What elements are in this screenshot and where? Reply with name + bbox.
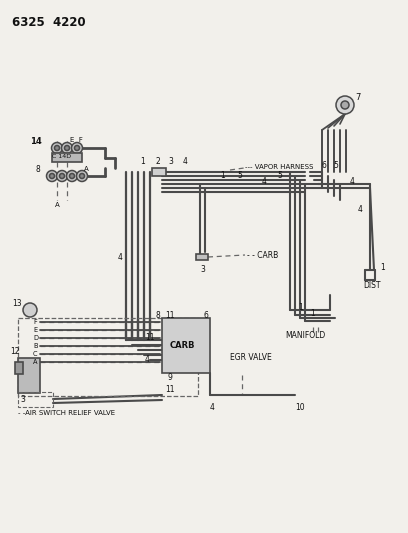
Text: B: B — [33, 343, 38, 349]
Text: 6325  4220: 6325 4220 — [12, 15, 86, 28]
Text: 11: 11 — [145, 334, 155, 343]
Text: 4: 4 — [262, 177, 267, 187]
Text: 6: 6 — [204, 311, 209, 319]
Circle shape — [67, 171, 78, 182]
Text: 4: 4 — [118, 254, 123, 262]
Text: - -AIR SWITCH RELIEF VALVE: - -AIR SWITCH RELIEF VALVE — [18, 410, 115, 416]
Text: 5: 5 — [237, 171, 242, 180]
Text: 5: 5 — [333, 160, 338, 169]
Circle shape — [60, 174, 64, 179]
Bar — [18, 392, 53, 407]
Text: 4: 4 — [350, 177, 355, 187]
Circle shape — [75, 146, 80, 150]
Text: 14: 14 — [30, 138, 42, 147]
Bar — [162, 318, 210, 373]
Text: --- VAPOR HARNESS: --- VAPOR HARNESS — [245, 164, 313, 170]
Text: 4: 4 — [210, 403, 215, 413]
Text: 11: 11 — [165, 385, 175, 394]
Text: 1: 1 — [310, 310, 315, 319]
Circle shape — [341, 101, 349, 109]
Text: 9: 9 — [168, 374, 173, 383]
Circle shape — [51, 142, 62, 154]
Text: EGR VALVE: EGR VALVE — [230, 353, 272, 362]
Bar — [52, 153, 82, 162]
Text: 8: 8 — [155, 311, 160, 319]
Text: 3: 3 — [168, 157, 173, 166]
Circle shape — [49, 174, 55, 179]
Text: D: D — [33, 335, 38, 341]
Text: E  F: E F — [70, 137, 83, 143]
Circle shape — [69, 174, 75, 179]
Text: 4: 4 — [145, 356, 150, 365]
Text: 4: 4 — [183, 157, 188, 166]
Text: C: C — [33, 351, 38, 357]
Text: A: A — [84, 166, 89, 172]
Text: MANIFOLD: MANIFOLD — [285, 330, 325, 340]
Bar — [18, 358, 40, 393]
Circle shape — [47, 171, 58, 182]
Text: 1: 1 — [220, 171, 225, 180]
Text: 13: 13 — [12, 298, 22, 308]
Text: 1: 1 — [140, 157, 145, 166]
Circle shape — [62, 142, 73, 154]
Circle shape — [23, 303, 37, 317]
Text: 10: 10 — [295, 403, 305, 413]
Text: CARB: CARB — [170, 341, 195, 350]
Text: 3: 3 — [20, 394, 25, 403]
Text: C 14D: C 14D — [52, 155, 71, 159]
Text: DIST: DIST — [363, 280, 381, 289]
Text: 3: 3 — [200, 265, 205, 274]
Text: 4: 4 — [358, 206, 363, 214]
Circle shape — [55, 146, 60, 150]
Text: - - CARB: - - CARB — [247, 251, 278, 260]
Bar — [196, 254, 208, 260]
Text: 12: 12 — [10, 348, 20, 357]
Circle shape — [80, 174, 84, 179]
Circle shape — [336, 96, 354, 114]
Text: 11: 11 — [165, 311, 175, 319]
Bar — [152, 168, 166, 176]
Text: A: A — [33, 359, 38, 365]
Text: E: E — [33, 327, 37, 333]
Circle shape — [64, 146, 69, 150]
Circle shape — [71, 142, 82, 154]
Text: 5: 5 — [277, 171, 282, 180]
Text: 1: 1 — [380, 262, 385, 271]
Circle shape — [56, 171, 67, 182]
Text: 8: 8 — [36, 166, 41, 174]
Text: 6: 6 — [321, 160, 326, 169]
Bar — [15, 362, 23, 374]
Text: F: F — [33, 319, 37, 325]
Text: 1: 1 — [298, 303, 303, 312]
Text: 7: 7 — [355, 93, 360, 101]
Text: A: A — [55, 202, 60, 208]
Bar — [18, 318, 198, 396]
Circle shape — [77, 171, 87, 182]
Text: 2: 2 — [155, 157, 160, 166]
